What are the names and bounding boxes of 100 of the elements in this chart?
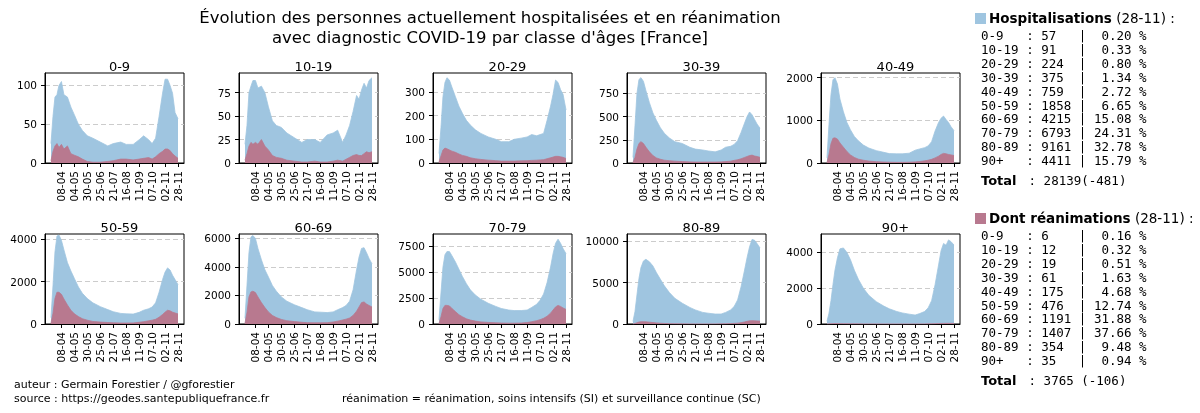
text: réanimation = réanimation, soins intensifs (SI) et surveillance continue (SC)	[342, 392, 761, 405]
x-tick-label: 16-08	[508, 171, 521, 202]
x-tick-label: 30-05	[275, 171, 288, 202]
x-tick-label: 11-09	[909, 171, 922, 202]
x-tick-label: 28-11	[948, 171, 961, 202]
x-tick-label: 04-05	[262, 171, 275, 202]
x-tick-label: 21-07	[301, 171, 314, 202]
x-tick-label: 11-09	[715, 332, 728, 363]
x-tick-label: 04-05	[844, 171, 857, 202]
x-tick-label: 07-10	[534, 171, 547, 202]
x-tick-label: 11-09	[327, 171, 340, 202]
text: 90+ : 4411 | 15.79 %	[981, 153, 1147, 169]
x-tick-label: 16-08	[896, 171, 909, 202]
x-tick-label: 16-08	[120, 171, 133, 202]
y-tick-label: 2500	[398, 292, 425, 305]
x-tick-label: 08-04	[249, 170, 262, 202]
y-tick-label: 2000	[204, 289, 231, 302]
y-tick-label: 750	[598, 87, 619, 100]
x-tick-label: 04-05	[456, 171, 469, 202]
x-tick-label: 30-05	[469, 171, 482, 202]
text: Total : 3765 (-106)	[981, 373, 1127, 388]
y-tick-label: 50	[217, 110, 231, 123]
x-tick-label: 02-11	[159, 332, 172, 363]
text: 50-59 : 1858 | 6.65 %	[981, 97, 1147, 113]
text: 80-89 : 9161 | 32.78 %	[981, 139, 1147, 155]
y-tick-label: 0	[30, 157, 37, 169]
y-tick-label: 5000	[398, 266, 425, 279]
x-tick-label: 25-06	[94, 170, 107, 202]
x-tick-label: 02-11	[547, 332, 560, 363]
text: (28-11) :	[1133, 210, 1194, 226]
text: 60-69 : 4215 | 15.08 %	[981, 111, 1147, 127]
x-tick-label: 04-05	[650, 332, 663, 363]
y-tick-label: 0	[418, 318, 425, 330]
x-tick-label: 25-06	[676, 170, 689, 202]
y-tick-label: 2000	[786, 71, 813, 84]
y-tick-label: 0	[224, 157, 231, 169]
x-tick-label: 30-05	[663, 171, 676, 202]
y-tick-label: 75	[217, 86, 231, 99]
x-tick-label: 21-07	[495, 171, 508, 202]
x-tick-label: 04-05	[68, 171, 81, 202]
x-tick-label: 02-11	[353, 332, 366, 363]
y-tick-label: 2000	[786, 282, 813, 295]
y-tick-label: 4000	[204, 260, 231, 273]
x-tick-label: 08-04	[443, 331, 456, 363]
x-tick-label: 28-11	[560, 332, 573, 363]
x-tick-label: 25-06	[94, 331, 107, 363]
y-tick-label: 0	[224, 318, 231, 330]
x-tick-label: 25-06	[288, 331, 301, 363]
chart-title: 50-59	[100, 220, 139, 235]
x-tick-label: 11-09	[521, 332, 534, 363]
x-tick-label: 07-10	[340, 332, 353, 363]
x-tick-label: 21-07	[107, 171, 120, 202]
x-tick-label: 07-10	[922, 171, 935, 202]
text: 40-49 : 759 | 2.72 %	[981, 83, 1147, 99]
x-tick-label: 02-11	[935, 332, 948, 363]
x-tick-label: 02-11	[935, 171, 948, 202]
x-tick-label: 08-04	[55, 331, 68, 363]
x-tick-label: 28-11	[948, 332, 961, 363]
source-note: source : https://geodes.santepubliquefrance.fr	[14, 392, 270, 405]
x-tick-label: 11-09	[133, 332, 146, 363]
x-tick-label: 28-11	[172, 332, 185, 363]
x-tick-label: 16-08	[314, 332, 327, 363]
text: 30-39 : 61 | 1.63 %	[981, 269, 1147, 285]
x-tick-label: 28-11	[366, 171, 379, 202]
x-tick-label: 28-11	[754, 171, 767, 202]
y-tick-label: 0	[806, 157, 813, 169]
y-tick-label: 0	[418, 157, 425, 169]
x-tick-label: 08-04	[55, 170, 68, 202]
x-tick-label: 11-09	[715, 171, 728, 202]
x-tick-label: 08-04	[831, 170, 844, 202]
x-tick-label: 21-07	[689, 332, 702, 363]
text: 80-89 : 354 | 9.48 %	[981, 339, 1147, 355]
y-tick-label: 100	[404, 133, 425, 146]
x-tick-label: 07-10	[534, 332, 547, 363]
y-tick-label: 500	[598, 110, 619, 123]
y-tick-label: 50	[23, 118, 37, 131]
x-tick-label: 25-06	[482, 170, 495, 202]
y-tick-label: 0	[612, 318, 619, 330]
x-tick-label: 11-09	[909, 332, 922, 363]
y-tick-label: 4000	[10, 233, 37, 246]
y-tick-label: 200	[404, 109, 425, 122]
chart-title: 60-69	[294, 220, 333, 235]
x-tick-label: 02-11	[741, 332, 754, 363]
x-tick-label: 16-08	[896, 332, 909, 363]
x-tick-label: 28-11	[366, 332, 379, 363]
x-tick-label: 07-10	[728, 332, 741, 363]
text: 20-29 : 224 | 0.80 %	[981, 55, 1147, 71]
x-tick-label: 04-05	[456, 332, 469, 363]
y-tick-label: 300	[404, 85, 425, 98]
x-tick-label: 30-05	[469, 332, 482, 363]
y-tick-label: 2000	[10, 275, 37, 288]
text: 10-19 : 12 | 0.32 %	[981, 241, 1147, 257]
text: 60-69 : 1191 | 31.88 %	[981, 311, 1147, 327]
y-tick-label: 4000	[786, 246, 813, 259]
x-tick-label: 28-11	[754, 332, 767, 363]
x-tick-label: 16-08	[314, 171, 327, 202]
y-tick-label: 100	[16, 79, 37, 92]
x-tick-label: 30-05	[81, 171, 94, 202]
y-tick-label: 5000	[592, 276, 619, 289]
text: Hospitalisations	[989, 10, 1112, 26]
